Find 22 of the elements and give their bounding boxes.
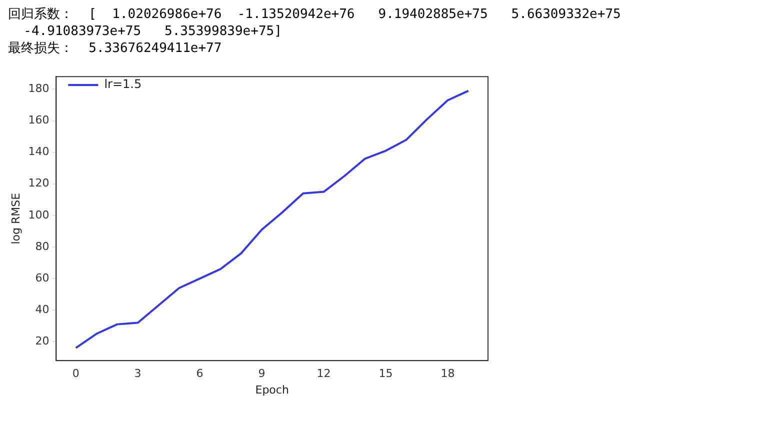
x-tick-label: 6	[196, 367, 204, 380]
y-tick-label: 40	[35, 302, 50, 316]
y-tick-label: 20	[35, 334, 50, 348]
y-axis-title: log RMSE	[9, 192, 22, 244]
text: 回归系数： [ 1.02026986e+76 -1.13520942e+76 9.19402885e+75 5.66309332e+75	[8, 6, 622, 23]
y-tick-label: 100	[28, 208, 50, 222]
x-axis-title: Epoch	[255, 383, 289, 396]
x-tick-label: 12	[316, 367, 331, 380]
y-tick-label: 180	[28, 82, 50, 96]
y-tick-label: 60	[35, 271, 50, 284]
x-tick-label: 9	[258, 367, 266, 380]
y-tick-label: 160	[28, 114, 50, 127]
y-tick-label: 140	[28, 145, 50, 158]
x-tick-label: 15	[378, 367, 393, 380]
text: -4.91083973e+75 5.35399839e+75]	[22, 23, 283, 40]
y-tick-label: 80	[35, 240, 50, 253]
text: 最终损失： 5.33676249411e+77	[8, 40, 223, 57]
x-tick-label: 3	[134, 367, 142, 380]
x-tick-label: 0	[72, 367, 80, 380]
legend-label: lr=1.5	[104, 77, 142, 92]
y-tick-label: 120	[28, 176, 50, 190]
x-tick-label: 18	[440, 367, 455, 380]
